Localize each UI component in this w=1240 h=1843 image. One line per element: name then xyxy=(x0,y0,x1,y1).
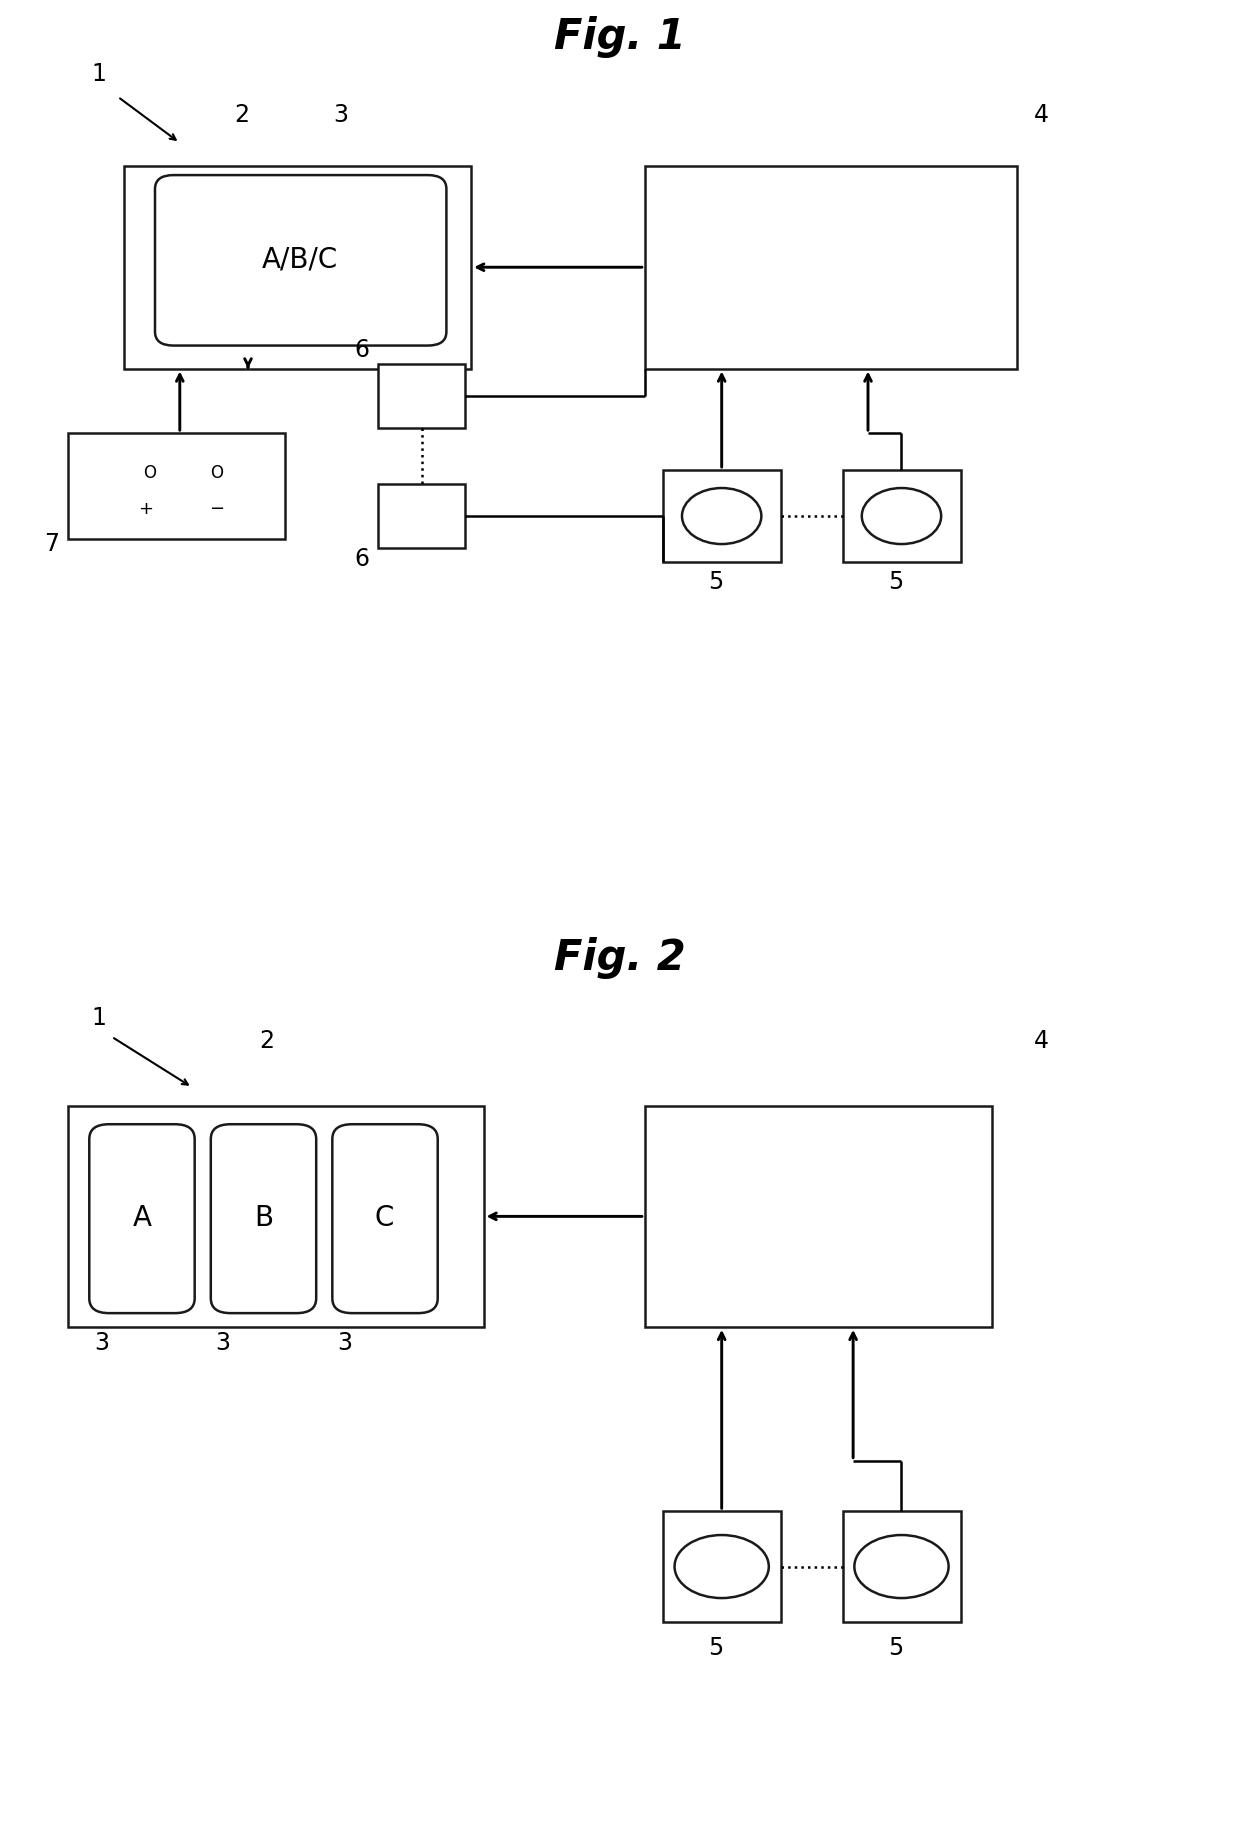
Bar xyxy=(663,1511,781,1622)
Text: −: − xyxy=(208,501,224,518)
Ellipse shape xyxy=(682,488,761,544)
Bar xyxy=(68,1106,484,1327)
Text: Fig. 1: Fig. 1 xyxy=(554,17,686,57)
Text: 5: 5 xyxy=(708,1635,723,1661)
Text: B: B xyxy=(254,1203,273,1233)
Text: 3: 3 xyxy=(216,1331,231,1355)
Text: 3: 3 xyxy=(337,1331,352,1355)
Text: O: O xyxy=(210,464,223,483)
FancyBboxPatch shape xyxy=(89,1124,195,1312)
Text: 2: 2 xyxy=(234,103,249,127)
Text: 1: 1 xyxy=(92,61,107,87)
Text: Fig. 2: Fig. 2 xyxy=(554,938,686,979)
Ellipse shape xyxy=(862,488,941,544)
Text: A: A xyxy=(133,1203,151,1233)
Bar xyxy=(843,470,961,562)
Bar xyxy=(843,1511,961,1622)
Text: O: O xyxy=(143,464,156,483)
Text: 4: 4 xyxy=(1034,103,1049,127)
FancyBboxPatch shape xyxy=(332,1124,438,1312)
Text: 3: 3 xyxy=(94,1331,109,1355)
Text: C: C xyxy=(374,1203,394,1233)
Text: 5: 5 xyxy=(708,569,723,595)
Text: +: + xyxy=(138,501,154,518)
Bar xyxy=(124,166,471,369)
Bar xyxy=(645,166,1017,369)
Text: 6: 6 xyxy=(355,547,370,571)
FancyBboxPatch shape xyxy=(155,175,446,346)
Text: 5: 5 xyxy=(888,1635,903,1661)
Text: 2: 2 xyxy=(259,1028,274,1054)
Ellipse shape xyxy=(854,1535,949,1598)
Bar xyxy=(663,470,781,562)
Text: 5: 5 xyxy=(888,569,903,595)
Bar xyxy=(378,365,465,428)
Text: 3: 3 xyxy=(334,103,348,127)
FancyBboxPatch shape xyxy=(211,1124,316,1312)
Text: 6: 6 xyxy=(355,337,370,363)
Bar xyxy=(378,483,465,549)
Text: 7: 7 xyxy=(45,531,60,557)
Text: 1: 1 xyxy=(92,1006,107,1030)
Text: A/B/C: A/B/C xyxy=(262,245,339,275)
Ellipse shape xyxy=(675,1535,769,1598)
Text: 4: 4 xyxy=(1034,1028,1049,1054)
Bar xyxy=(68,433,285,540)
Bar xyxy=(645,1106,992,1327)
